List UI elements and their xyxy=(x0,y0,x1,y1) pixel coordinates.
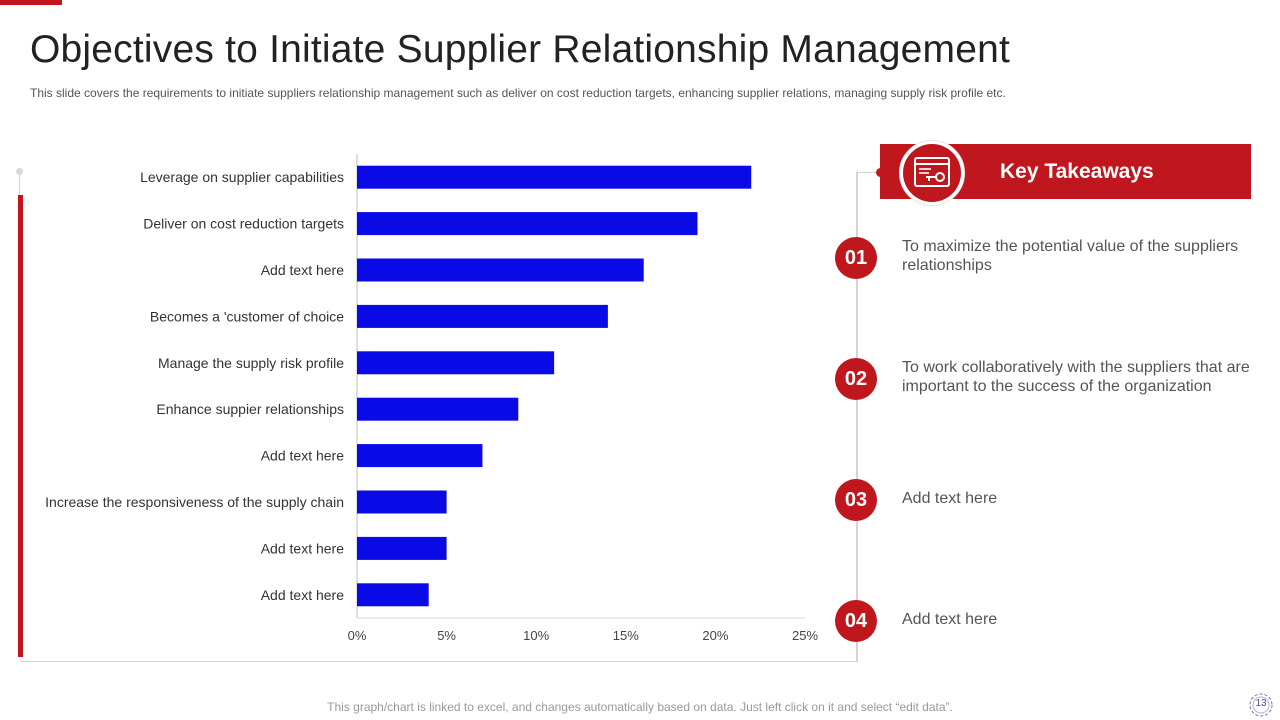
key-takeaways-title: Key Takeaways xyxy=(1000,160,1154,183)
page-subtitle: This slide covers the requirements to in… xyxy=(30,86,1006,100)
category-label: Enhance suppier relationships xyxy=(156,401,344,417)
takeaway-number-badge: 03 xyxy=(835,479,877,521)
key-card-icon xyxy=(914,157,950,187)
takeaway-connector-line xyxy=(856,172,880,173)
takeaway-text: Add text here xyxy=(902,611,998,628)
frame-dot xyxy=(16,168,23,175)
bar[interactable] xyxy=(357,212,698,236)
takeaway-text: To maximize the potential value of the s… xyxy=(902,238,1239,274)
bar[interactable] xyxy=(357,304,608,328)
category-label: Increase the responsiveness of the suppl… xyxy=(45,494,344,510)
category-label: Becomes a 'customer of choice xyxy=(150,308,344,324)
category-label: Deliver on cost reduction targets xyxy=(143,216,344,232)
gear-icon xyxy=(1249,693,1273,717)
bar[interactable] xyxy=(357,397,519,421)
takeaway-text: To work collaboratively with the supplie… xyxy=(902,359,1250,395)
x-tick-label: 5% xyxy=(437,628,456,643)
bar-chart[interactable]: Leverage on supplier capabilities Deliver… xyxy=(0,0,860,660)
takeaway-text: Add text here xyxy=(902,490,998,507)
takeaway-number-badge: 04 xyxy=(835,600,877,642)
bar[interactable] xyxy=(357,536,447,560)
bar[interactable] xyxy=(357,351,555,375)
x-tick-label: 10% xyxy=(523,628,549,643)
category-label: Add text here xyxy=(261,540,344,556)
bar[interactable] xyxy=(357,258,644,282)
category-label: Add text here xyxy=(261,448,344,464)
takeaway-number-badge: 01 xyxy=(835,237,877,279)
x-tick-label: 20% xyxy=(702,628,728,643)
takeaway-number-badge: 02 xyxy=(835,358,877,400)
red-side-bar xyxy=(18,195,23,657)
footer-note: This graph/chart is linked to excel, and… xyxy=(327,700,953,714)
key-takeaways-icon-bg xyxy=(903,144,961,202)
bar[interactable] xyxy=(357,583,429,607)
category-label: Add text here xyxy=(261,262,344,278)
page-title: Objectives to Initiate Supplier Relation… xyxy=(30,28,1011,71)
bar[interactable] xyxy=(357,490,447,514)
bar[interactable] xyxy=(357,444,483,468)
category-label: Manage the supply risk profile xyxy=(158,355,344,371)
frame-line xyxy=(19,175,20,195)
takeaway-connector-line xyxy=(856,172,857,662)
category-label: Leverage on supplier capabilities xyxy=(140,169,344,185)
x-tick-label: 15% xyxy=(613,628,639,643)
category-label: Add text here xyxy=(261,587,344,603)
bar[interactable] xyxy=(357,165,752,189)
top-accent-bar xyxy=(0,0,62,5)
page-number: 13 xyxy=(1255,698,1267,709)
chart-frame xyxy=(20,170,858,662)
x-tick-label: 0% xyxy=(348,628,367,643)
x-tick-label: 25% xyxy=(792,628,818,643)
